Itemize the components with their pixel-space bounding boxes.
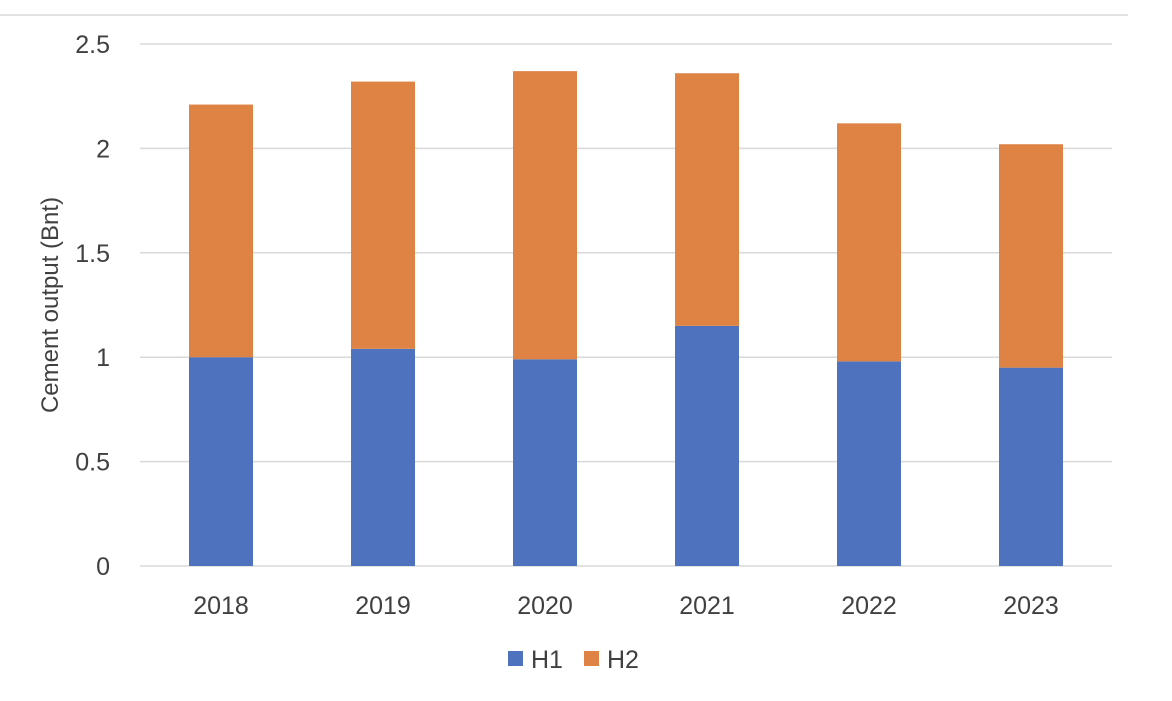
bar-h1-2020 — [513, 359, 577, 566]
y-tick-label: 2.5 — [75, 31, 110, 59]
bar-h1-2022 — [837, 361, 901, 566]
y-axis-ticks: 0 0.5 1 1.5 2 2.5 — [75, 31, 110, 581]
x-tick-label: 2020 — [517, 592, 573, 620]
y-tick-label: 0 — [96, 553, 110, 581]
bar-h2-2018 — [189, 104, 253, 358]
bar-h1-2019 — [351, 348, 415, 566]
bar-h2-2019 — [351, 81, 415, 349]
legend-label-h2: H2 — [607, 646, 639, 674]
bar-h2-2021 — [675, 73, 739, 326]
x-tick-label: 2021 — [679, 592, 735, 620]
bar-h1-2021 — [675, 325, 739, 566]
legend-swatch-h1 — [508, 651, 523, 666]
x-tick-label: 2023 — [1003, 592, 1059, 620]
gridlines — [140, 43, 1112, 567]
y-tick-label: 1 — [96, 344, 110, 372]
y-tick-label: 0.5 — [75, 449, 110, 477]
bar-h2-2023 — [999, 144, 1063, 368]
bar-h2-2020 — [513, 71, 577, 360]
x-tick-label: 2018 — [193, 592, 249, 620]
bars — [189, 71, 1063, 566]
bar-h1-2023 — [999, 367, 1063, 566]
x-tick-label: 2019 — [355, 592, 411, 620]
legend-label-h1: H1 — [531, 646, 563, 674]
x-axis-ticks: 2018 2019 2020 2021 2022 2023 — [193, 592, 1059, 620]
y-axis-title: Cement output (Bnt) — [37, 197, 64, 413]
bar-h2-2022 — [837, 123, 901, 362]
y-tick-label: 2 — [96, 135, 110, 163]
legend: H1 H2 — [508, 646, 639, 674]
y-tick-label: 1.5 — [75, 240, 110, 268]
bar-h1-2018 — [189, 357, 253, 566]
x-tick-label: 2022 — [841, 592, 897, 620]
legend-swatch-h2 — [584, 651, 599, 666]
